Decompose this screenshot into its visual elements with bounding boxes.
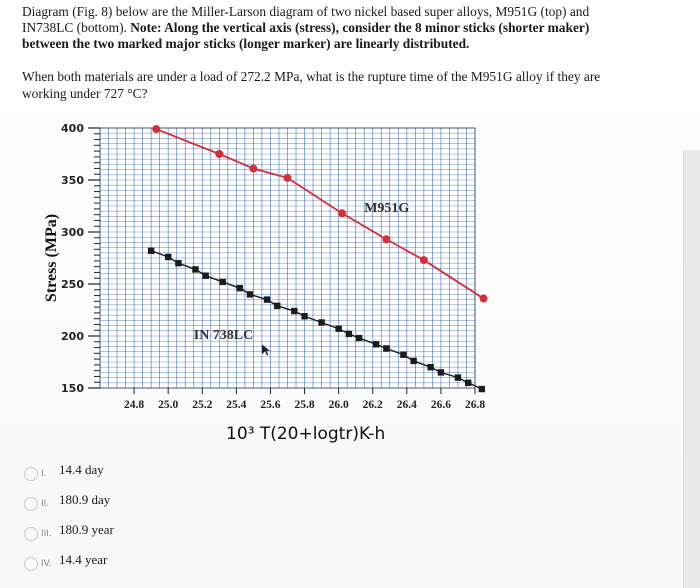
x-axis-title: 10³ T(20+logtr)K-h [226, 424, 385, 444]
scrollbar[interactable] [683, 150, 700, 588]
y-axis-title: Stress (MPa) [43, 214, 60, 302]
option-label: 180.9 day [59, 492, 111, 507]
data-point [383, 345, 390, 352]
data-point [246, 291, 254, 298]
data-point [478, 385, 486, 393]
data-point [147, 247, 155, 254]
y-tick-label: 200 [61, 330, 84, 343]
y-tick-label: 250 [61, 278, 84, 291]
radio-button[interactable] [24, 497, 38, 511]
option-1[interactable]: I. 14.4 day [24, 462, 104, 486]
x-tick-label: 26.4 [397, 399, 417, 411]
x-tick-label: 26.0 [329, 399, 349, 411]
data-point [192, 266, 199, 273]
data-point [283, 173, 292, 182]
question-note-1: Note: Along the vertical axis (stress), … [130, 20, 590, 35]
option-label: 14.4 year [59, 552, 108, 567]
prompt-line-2: working under 727 °C? [22, 86, 148, 101]
question-note-2: between the two marked major sticks (lon… [22, 36, 470, 51]
series-annotation: IN 738LC [194, 328, 254, 343]
question-line-2: IN738LC (bottom). [22, 20, 131, 35]
x-tick-label: 26.6 [431, 399, 451, 411]
x-tick-label: 25.6 [260, 399, 280, 411]
option-label: 14.4 day [59, 462, 104, 477]
y-tick-label: 400 [61, 122, 84, 135]
data-point [215, 150, 224, 158]
data-point [400, 351, 407, 358]
data-point [419, 256, 428, 265]
data-point [410, 357, 417, 365]
data-point [479, 294, 488, 303]
data-point [263, 296, 271, 303]
data-point [274, 302, 281, 310]
y-tick-label: 350 [61, 174, 84, 187]
data-point [249, 164, 258, 173]
question-line-1: Diagram (Fig. 8) below are the Miller-La… [22, 4, 590, 19]
data-point [335, 325, 342, 332]
data-point [301, 313, 308, 320]
chart-svg: 150 200 250 300 350 400 24.8 25.0 25.2 25.4 25.6 25… [43, 122, 488, 411]
series-annotation: M951G [364, 201, 409, 216]
question-prompt: When both materials are under a load of … [22, 68, 662, 102]
x-tick-label: 25.4 [226, 399, 246, 411]
x-axis-title-text: 10³ T(20+logtr)K-h [226, 424, 386, 444]
option-label: 180.9 year [59, 522, 114, 537]
radio-button[interactable] [24, 557, 38, 571]
data-point [164, 253, 172, 261]
cursor-icon [261, 344, 270, 356]
radio-button[interactable] [24, 527, 38, 541]
y-tick-label: 300 [61, 226, 84, 239]
data-point [437, 369, 445, 376]
data-point [464, 379, 472, 386]
data-point [175, 260, 182, 267]
data-point [338, 209, 347, 218]
data-point [382, 235, 391, 244]
x-tick-label: 24.8 [124, 399, 144, 411]
option-4[interactable]: IV. 14.4 year [24, 552, 107, 576]
data-point [427, 364, 434, 371]
question-text: Diagram (Fig. 8) below are the Miller-La… [22, 4, 662, 52]
option-2[interactable]: II. 180.9 day [24, 492, 110, 516]
data-point [454, 374, 462, 381]
x-tick-label: 25.2 [192, 399, 212, 411]
prompt-line-1: When both materials are under a load of … [22, 69, 601, 84]
x-tick-label: 25.0 [158, 399, 178, 411]
option-number: II. [41, 499, 50, 509]
data-point [202, 272, 209, 279]
miller-larson-chart: 150 200 250 300 350 400 24.8 25.0 25.2 25.4 25.6 25… [30, 110, 540, 470]
y-tick-label: 150 [61, 382, 84, 395]
series-line [155, 128, 485, 300]
option-3[interactable]: III. 180.9 year [24, 522, 114, 546]
radio-button[interactable] [24, 467, 38, 481]
option-number: IV. [41, 559, 52, 569]
data-point [291, 307, 298, 315]
option-number: III. [41, 529, 52, 539]
data-point [372, 341, 380, 348]
data-point [345, 330, 353, 338]
option-number: I. [41, 469, 47, 479]
data-point [236, 284, 243, 292]
data-point [318, 319, 325, 326]
data-point [152, 125, 161, 134]
x-tick-label: 26.8 [465, 399, 485, 411]
data-point [355, 334, 363, 342]
x-tick-label: 25.8 [294, 399, 314, 411]
x-tick-label: 26.2 [363, 399, 383, 411]
data-point [219, 278, 226, 286]
